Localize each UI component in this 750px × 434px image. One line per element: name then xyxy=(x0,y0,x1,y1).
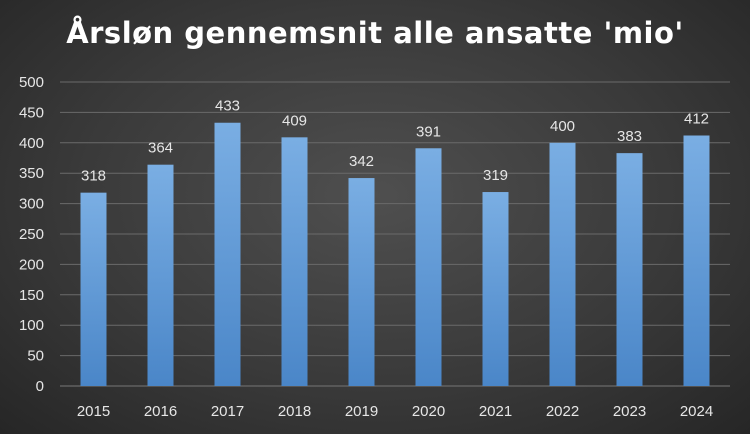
y-tick-label: 300 xyxy=(19,196,44,213)
y-tick-label: 250 xyxy=(19,226,44,243)
bars xyxy=(80,122,710,387)
bar-2018 xyxy=(281,137,308,386)
x-tick-label-2018: 2018 xyxy=(278,403,311,420)
data-labels: 318 364 433 409 342 391 319 400 383 412 xyxy=(81,98,709,185)
bar-2021 xyxy=(482,192,509,386)
x-tick-label-2023: 2023 xyxy=(613,403,646,420)
bar-2016 xyxy=(147,164,174,386)
chart-title: Årsløn gennemsnit alle ansatte 'mio' xyxy=(66,16,684,50)
y-tick-label: 100 xyxy=(19,317,44,334)
data-label-2020: 391 xyxy=(416,123,441,140)
y-tick-label: 0 xyxy=(36,378,44,395)
y-tick-label: 50 xyxy=(27,348,44,365)
data-label-2015: 318 xyxy=(81,168,106,185)
x-tick-label-2017: 2017 xyxy=(211,403,244,420)
y-axis-tick-labels: 0 50 100 150 200 250 300 350 400 450 500 xyxy=(19,74,44,395)
bar-2020 xyxy=(415,148,442,386)
y-tick-label: 500 xyxy=(19,74,44,91)
y-tick-label: 200 xyxy=(19,256,44,273)
data-label-2021: 319 xyxy=(483,167,508,184)
bar-2024 xyxy=(683,135,710,386)
data-label-2024: 412 xyxy=(684,111,709,128)
data-label-2022: 400 xyxy=(550,118,575,135)
y-tick-label: 350 xyxy=(19,165,44,182)
bar-2019 xyxy=(348,178,375,386)
x-tick-label-2016: 2016 xyxy=(144,403,177,420)
x-tick-label-2021: 2021 xyxy=(479,403,512,420)
bar-2023 xyxy=(616,153,643,386)
x-tick-label-2020: 2020 xyxy=(412,403,445,420)
data-label-2017: 433 xyxy=(215,98,240,115)
y-tick-label: 450 xyxy=(19,104,44,121)
y-tick-label: 400 xyxy=(19,135,44,152)
bar-2022 xyxy=(549,142,576,386)
bar-2017 xyxy=(214,122,241,387)
y-tick-label: 150 xyxy=(19,287,44,304)
x-tick-label-2015: 2015 xyxy=(77,403,110,420)
x-tick-label-2022: 2022 xyxy=(546,403,579,420)
data-label-2019: 342 xyxy=(349,153,374,170)
x-axis-tick-labels: 2015 2016 2017 2018 2019 2020 2021 2022 2023 2024 xyxy=(77,403,713,420)
x-tick-label-2024: 2024 xyxy=(680,403,713,420)
bar-2015 xyxy=(80,192,107,386)
x-tick-label-2019: 2019 xyxy=(345,403,378,420)
data-label-2018: 409 xyxy=(282,112,307,129)
data-label-2023: 383 xyxy=(617,128,642,145)
data-label-2016: 364 xyxy=(148,140,173,157)
